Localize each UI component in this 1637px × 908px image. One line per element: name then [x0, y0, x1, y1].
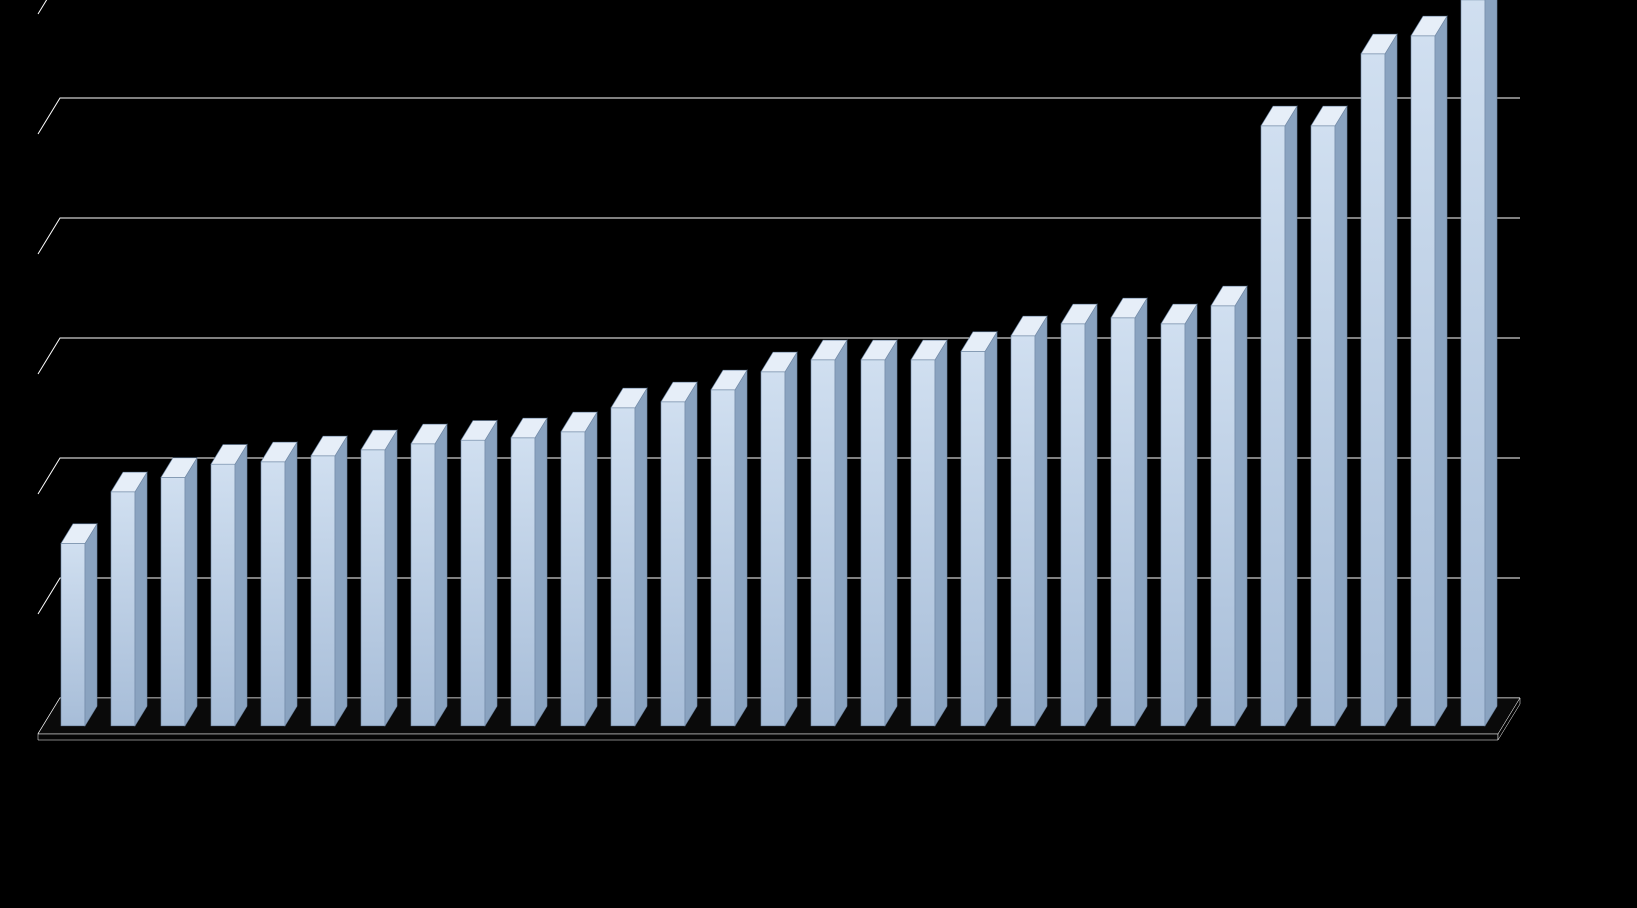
bar-chart — [0, 0, 1637, 908]
bar-side — [385, 430, 397, 726]
bar-side — [335, 436, 347, 726]
bar-side — [1385, 34, 1397, 726]
bar-side — [685, 382, 697, 726]
bar-side — [1035, 316, 1047, 726]
bar-front — [1311, 126, 1335, 726]
bar-front — [1161, 324, 1185, 726]
bar-front — [761, 372, 785, 726]
bar-side — [635, 388, 647, 726]
bar-front — [261, 462, 285, 726]
bar-side — [1485, 0, 1497, 726]
bar-front — [511, 438, 535, 726]
bar-front — [111, 492, 135, 726]
bar-side — [435, 424, 447, 726]
bar-side — [735, 370, 747, 726]
bar-front — [661, 402, 685, 726]
bar-front — [911, 360, 935, 726]
bar-side — [785, 352, 797, 726]
bar-front — [1011, 336, 1035, 726]
bar-side — [485, 421, 497, 726]
bar-front — [711, 390, 735, 726]
floor-front — [38, 734, 1498, 740]
bar-side — [1135, 298, 1147, 726]
bar-side — [1235, 286, 1247, 726]
bar-side — [835, 340, 847, 726]
bar-front — [1061, 324, 1085, 726]
bar-front — [161, 477, 185, 725]
bar-side — [1185, 304, 1197, 726]
bar-side — [185, 458, 197, 726]
bar-side — [1285, 106, 1297, 726]
bar-front — [861, 360, 885, 726]
bar-front — [1211, 306, 1235, 726]
bar-front — [811, 360, 835, 726]
bar-front — [461, 440, 485, 726]
bar-side — [585, 412, 597, 726]
bar-side — [235, 445, 247, 726]
bar-side — [985, 332, 997, 726]
bar-side — [285, 442, 297, 726]
bar-front — [1361, 54, 1385, 726]
bar-side — [1335, 106, 1347, 726]
bar-front — [561, 432, 585, 726]
bar-side — [935, 340, 947, 726]
bar-front — [311, 456, 335, 726]
bar-front — [211, 464, 235, 726]
bar-front — [61, 543, 85, 725]
bar-side — [1085, 304, 1097, 726]
bar-front — [1261, 126, 1285, 726]
bar-front — [961, 351, 985, 725]
bar-front — [361, 450, 385, 726]
bar-side — [535, 418, 547, 726]
bar-front — [611, 408, 635, 726]
bar-side — [885, 340, 897, 726]
bar-side — [135, 472, 147, 726]
bar-front — [1411, 36, 1435, 726]
bar-front — [1111, 318, 1135, 726]
bar-side — [85, 524, 97, 726]
bar-front — [411, 444, 435, 726]
bar-front — [1461, 0, 1485, 726]
bar-side — [1435, 16, 1447, 726]
